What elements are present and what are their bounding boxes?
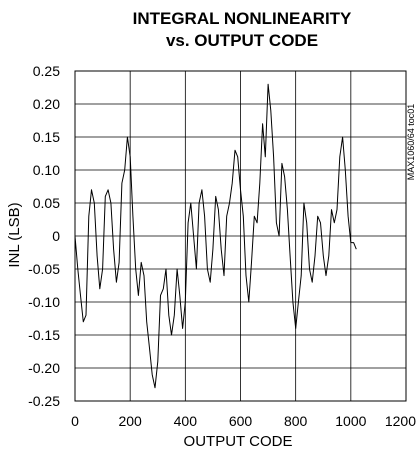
y-tick-labels: 0.25 0.20 0.15 0.10 0.05 0 -0.05 -0.10 -0.15 -0.2… <box>28 63 60 409</box>
chart-title: INTEGRAL NONLINEARITY <box>133 9 352 28</box>
y-tick-label: -0.10 <box>28 294 60 310</box>
chart-subtitle: vs. OUTPUT CODE <box>166 31 318 50</box>
y-tick-label: -0.20 <box>28 360 60 376</box>
x-tick-label: 200 <box>118 413 142 429</box>
x-tick-labels: 0 200 400 600 800 1000 1200 <box>71 413 416 429</box>
plot-frame <box>74 70 407 402</box>
y-tick-label: 0.25 <box>33 63 60 79</box>
inl-series-line <box>74 83 357 389</box>
series-layer <box>74 83 357 389</box>
x-tick-label: 1000 <box>335 413 366 429</box>
y-tick-label: -0.05 <box>28 261 60 277</box>
x-tick-label: 1200 <box>385 413 416 429</box>
x-tick-label: 800 <box>284 413 308 429</box>
y-tick-label: -0.25 <box>28 393 60 409</box>
figure-reference-note: MAX1060/64 toc01 <box>406 104 416 181</box>
x-tick-label: 400 <box>174 413 198 429</box>
y-tick-label: -0.15 <box>28 327 60 343</box>
x-tick-label: 600 <box>229 413 253 429</box>
y-tick-label: 0.05 <box>33 195 60 211</box>
x-axis-label: OUTPUT CODE <box>184 433 293 450</box>
grid-lines <box>74 70 407 402</box>
y-tick-label: 0 <box>52 228 60 244</box>
y-tick-label: 0.20 <box>33 96 60 112</box>
y-tick-label: 0.15 <box>33 129 60 145</box>
y-axis-label: INL (LSB) <box>6 202 23 267</box>
x-tick-label: 0 <box>71 413 79 429</box>
y-tick-label: 0.10 <box>33 162 60 178</box>
